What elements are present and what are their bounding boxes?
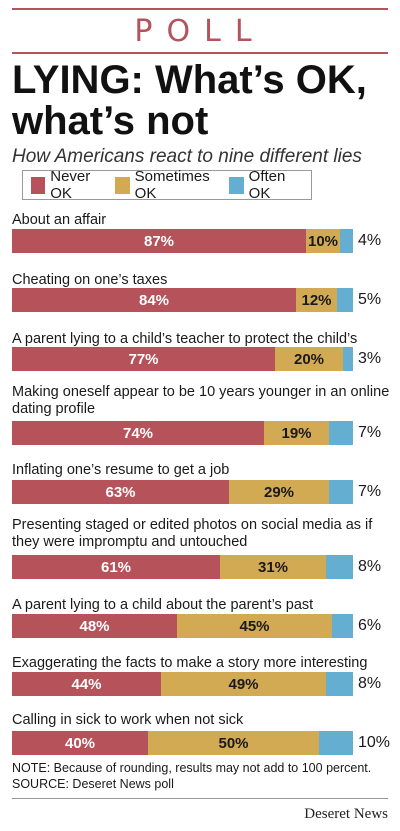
data-label-never: 48%	[79, 617, 110, 635]
data-label-never: 61%	[100, 558, 132, 576]
title-line-2: what’s not	[12, 99, 209, 143]
stacked-bar: 84% 12%	[12, 288, 353, 312]
data-label-never: 84%	[138, 291, 170, 309]
bar-segment-never: 63%	[12, 480, 229, 504]
data-label-often: 6%	[358, 617, 382, 634]
data-label-often: 8%	[358, 558, 382, 575]
source-text: SOURCE: Deseret News poll	[12, 777, 174, 791]
bar-segment-often	[326, 672, 353, 696]
stacked-bar: 40% 50%	[12, 731, 353, 755]
bar-segment-often	[340, 229, 353, 253]
bar-segment-sometimes: 45%	[177, 614, 332, 638]
kicker: POLL	[134, 14, 266, 49]
data-label-never: 63%	[105, 483, 136, 501]
stacked-bar: 77% 20%	[12, 347, 353, 371]
legend-item-often: Often OK	[229, 168, 301, 202]
legend-item-sometimes: Sometimes OK	[115, 168, 219, 202]
legend-swatch-never	[31, 176, 46, 194]
data-label-often: 5%	[358, 291, 382, 308]
data-label-never: 40%	[64, 734, 96, 752]
bar-segment-sometimes: 10%	[306, 229, 340, 253]
data-label-often: 7%	[358, 483, 382, 500]
row-label: About an affair	[12, 212, 107, 228]
legend-swatch-sometimes	[115, 176, 130, 194]
data-label-sometimes: 12%	[301, 291, 332, 309]
data-label-never: 74%	[122, 424, 154, 442]
data-label-sometimes: 29%	[263, 483, 295, 501]
stacked-bar: 74% 19%	[12, 421, 353, 445]
legend-item-never: Never OK	[31, 168, 105, 202]
bar-segment-never: 44%	[12, 672, 161, 696]
legend-label-never: Never OK	[50, 168, 91, 202]
data-label-often: 7%	[358, 424, 382, 441]
data-label-sometimes: 19%	[281, 424, 312, 442]
bar-segment-often	[326, 555, 353, 579]
row-label: Exaggerating the facts to make a story m…	[12, 655, 368, 671]
bar-segment-often	[343, 347, 353, 371]
data-label-sometimes: 10%	[307, 232, 339, 250]
stacked-bar: 87% 10%	[12, 229, 353, 253]
legend-label-sometimes: Sometimes OK	[134, 168, 210, 202]
bar-segment-often	[337, 288, 353, 312]
page-title: LYING: What’s OK, what’s not	[12, 60, 392, 142]
top-rule	[12, 8, 388, 10]
stacked-bar: 63% 29%	[12, 480, 353, 504]
bar-segment-sometimes: 12%	[296, 288, 337, 312]
brand-logo: Deseret News	[304, 806, 388, 822]
row-label: Cheating on one’s taxes	[12, 272, 168, 288]
data-label-sometimes: 20%	[293, 350, 325, 368]
bar-segment-sometimes: 20%	[275, 347, 343, 371]
bar-segment-often	[329, 421, 353, 445]
bar-segment-sometimes: 49%	[161, 672, 326, 696]
bar-segment-often	[319, 731, 353, 755]
bar-segment-often	[332, 614, 353, 638]
data-label-often: 8%	[358, 675, 382, 692]
row-label: Calling in sick to work when not sick	[12, 712, 244, 728]
row-label: Making oneself appear to be 10 years you…	[12, 384, 390, 417]
subtitle: How Americans react to nine different li…	[12, 146, 362, 167]
bar-segment-never: 77%	[12, 347, 275, 371]
bar-segment-never: 87%	[12, 229, 306, 253]
kicker-rule	[12, 52, 388, 54]
stacked-bar: 44% 49%	[12, 672, 353, 696]
data-label-often: 3%	[358, 350, 382, 367]
data-label-sometimes: 31%	[257, 558, 289, 576]
stacked-bar: 48% 45%	[12, 614, 353, 638]
data-label-often: 10%	[358, 734, 391, 751]
bar-segment-never: 74%	[12, 421, 264, 445]
data-label-sometimes: 45%	[239, 617, 270, 635]
note-text: NOTE: Because of rounding, results may n…	[12, 761, 372, 775]
legend-label-often: Often OK	[248, 168, 286, 202]
bar-segment-sometimes: 29%	[229, 480, 329, 504]
legend: Never OK Sometimes OK Often OK	[22, 168, 312, 202]
row-label: Presenting staged or edited photos on so…	[12, 517, 373, 550]
bar-segment-never: 84%	[12, 288, 296, 312]
data-label-sometimes: 50%	[218, 734, 249, 752]
legend-swatch-often	[229, 176, 244, 194]
data-label-often: 4%	[358, 232, 382, 249]
bar-segment-often	[329, 480, 353, 504]
bottom-rule	[12, 798, 388, 799]
bar-segment-sometimes: 19%	[264, 421, 329, 445]
footnote: NOTE: Because of rounding, results may n…	[12, 760, 371, 792]
bar-segment-never: 61%	[12, 555, 220, 579]
data-label-never: 44%	[71, 675, 102, 693]
bar-segment-sometimes: 50%	[148, 731, 319, 755]
title-line-1: LYING: What’s OK,	[12, 58, 367, 102]
data-label-never: 77%	[128, 350, 159, 368]
data-label-never: 87%	[143, 232, 175, 250]
bar-segment-sometimes: 31%	[220, 555, 326, 579]
bar-segment-never: 40%	[12, 731, 148, 755]
data-label-sometimes: 49%	[228, 675, 259, 693]
stacked-bar: 61% 31%	[12, 555, 353, 579]
bar-segment-never: 48%	[12, 614, 177, 638]
row-label: Inflating one’s resume to get a job	[12, 462, 230, 478]
